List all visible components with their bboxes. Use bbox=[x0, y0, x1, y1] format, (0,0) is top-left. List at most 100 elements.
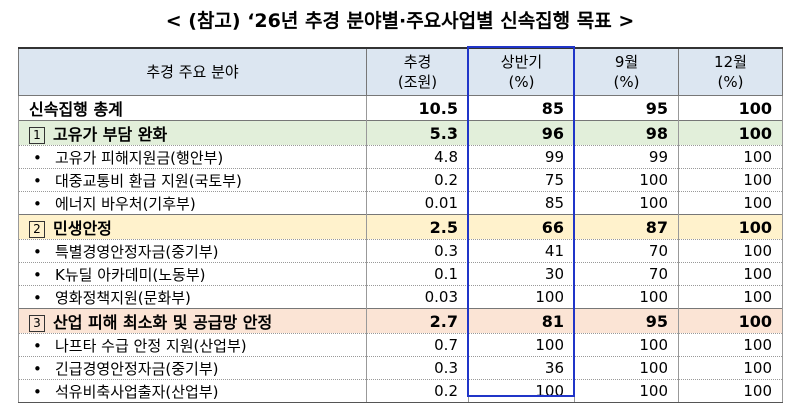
value-cell: 100 bbox=[574, 285, 679, 309]
row-label: 고유가 부담 완화 bbox=[53, 125, 168, 144]
header-text: 9월 bbox=[614, 53, 639, 71]
header-text: 추경 주요 분야 bbox=[146, 63, 239, 81]
row-label: 고유가 피해지원금(행안부) bbox=[55, 148, 224, 167]
section-row: 2 민생안정 2.5 66 87 100 bbox=[18, 214, 783, 240]
value-cell: 100 bbox=[574, 168, 679, 192]
row-label-cell: • 긴급경영안정자금(중기부) bbox=[18, 356, 367, 380]
row-label-cell: 신속집행 총계 bbox=[18, 95, 367, 121]
bullet: • bbox=[33, 194, 42, 213]
value-cell: 30 bbox=[468, 262, 575, 286]
header-text: 추경 bbox=[403, 53, 432, 71]
value-cell: 100 bbox=[468, 285, 575, 309]
row-label: 에너지 바우처(기후부) bbox=[55, 194, 196, 213]
value-cell: 100 bbox=[678, 356, 783, 380]
section-marker: 3 bbox=[29, 315, 45, 332]
bullet: • bbox=[33, 359, 42, 378]
value-cell: 100 bbox=[678, 262, 783, 286]
value-cell: 2.5 bbox=[366, 214, 469, 240]
item-row: • 석유비축사업출자(산업부) 0.2 100 100 100 bbox=[18, 379, 783, 403]
section-row: 1 고유가 부담 완화 5.3 96 98 100 bbox=[18, 120, 783, 146]
value-cell: 0.01 bbox=[366, 191, 469, 215]
value-cell: 75 bbox=[468, 168, 575, 192]
value-cell: 41 bbox=[468, 239, 575, 263]
bullet: • bbox=[33, 148, 42, 167]
value-cell: 10.5 bbox=[366, 95, 469, 121]
header-cell: 9월 (%) bbox=[574, 47, 679, 96]
value-cell: 100 bbox=[678, 379, 783, 403]
value-cell: 100 bbox=[468, 333, 575, 357]
value-cell: 100 bbox=[574, 356, 679, 380]
bullet: • bbox=[33, 242, 42, 261]
section-marker: 2 bbox=[29, 221, 45, 238]
item-row: • 대중교통비 환급 지원(국토부) 0.2 75 100 100 bbox=[18, 168, 783, 192]
value-cell: 99 bbox=[574, 145, 679, 169]
value-cell: 85 bbox=[468, 191, 575, 215]
row-label: 특별경영안정자금(중기부) bbox=[55, 242, 219, 261]
bullet: • bbox=[33, 171, 42, 190]
row-label-cell: 3 산업 피해 최소화 및 공급망 안정 bbox=[18, 308, 367, 334]
row-label: K뉴딜 아카데미(노동부) bbox=[55, 265, 206, 284]
row-label-cell: • 에너지 바우처(기후부) bbox=[18, 191, 367, 215]
header-cell: 추경 주요 분야 bbox=[18, 47, 367, 96]
section-marker: 1 bbox=[29, 127, 45, 144]
value-cell: 100 bbox=[678, 95, 783, 121]
value-cell: 70 bbox=[574, 262, 679, 286]
value-cell: 95 bbox=[574, 95, 679, 121]
row-label-cell: • K뉴딜 아카데미(노동부) bbox=[18, 262, 367, 286]
value-cell: 70 bbox=[574, 239, 679, 263]
row-label-cell: • 나프타 수급 안정 지원(산업부) bbox=[18, 333, 367, 357]
row-label-cell: • 특별경영안정자금(중기부) bbox=[18, 239, 367, 263]
section-row: 3 산업 피해 최소화 및 공급망 안정 2.7 81 95 100 bbox=[18, 308, 783, 334]
header-cell: 추경 (조원) bbox=[366, 47, 469, 96]
value-cell: 81 bbox=[468, 308, 575, 334]
value-cell: 100 bbox=[678, 308, 783, 334]
item-row: • 고유가 피해지원금(행안부) 4.8 99 99 100 bbox=[18, 145, 783, 169]
item-row: • 긴급경영안정자금(중기부) 0.3 36 100 100 bbox=[18, 356, 783, 380]
value-cell: 100 bbox=[678, 191, 783, 215]
table-body: 신속집행 총계 10.5 85 95 100 1 고유가 부담 완화 5.3 96 98 100 • 고… bbox=[18, 95, 783, 403]
header-cell: 12월 (%) bbox=[678, 47, 783, 96]
bullet: • bbox=[33, 265, 42, 284]
title: < (참고) ‘26년 추경 분야별·주요사업별 신속집행 목표 > bbox=[165, 10, 635, 32]
table: 추경 주요 분야 추경 (조원) 상반기 (%) 9월 (%) 12월 (%) 신속집행 총계 1… bbox=[18, 47, 783, 403]
value-cell: 95 bbox=[574, 308, 679, 334]
value-cell: 100 bbox=[574, 191, 679, 215]
row-label: 긴급경영안정자금(중기부) bbox=[55, 359, 219, 378]
header-cell: 상반기 (%) bbox=[468, 47, 575, 96]
value-cell: 96 bbox=[468, 120, 575, 146]
row-label-cell: 1 고유가 부담 완화 bbox=[18, 120, 367, 146]
value-cell: 98 bbox=[574, 120, 679, 146]
value-cell: 85 bbox=[468, 95, 575, 121]
value-cell: 100 bbox=[678, 285, 783, 309]
item-row: • 나프타 수급 안정 지원(산업부) 0.7 100 100 100 bbox=[18, 333, 783, 357]
row-label-cell: • 고유가 피해지원금(행안부) bbox=[18, 145, 367, 169]
row-label: 산업 피해 최소화 및 공급망 안정 bbox=[53, 313, 273, 332]
item-row: • K뉴딜 아카데미(노동부) 0.1 30 70 100 bbox=[18, 262, 783, 286]
row-label: 나프타 수급 안정 지원(산업부) bbox=[55, 336, 247, 355]
header-text: (%) bbox=[717, 73, 744, 91]
item-row: • 에너지 바우처(기후부) 0.01 85 100 100 bbox=[18, 191, 783, 215]
value-cell: 99 bbox=[468, 145, 575, 169]
value-cell: 100 bbox=[468, 379, 575, 403]
value-cell: 100 bbox=[678, 333, 783, 357]
value-cell: 100 bbox=[678, 145, 783, 169]
bullet: • bbox=[33, 288, 42, 307]
row-label: 민생안정 bbox=[53, 219, 112, 238]
value-cell: 87 bbox=[574, 214, 679, 240]
item-row: • 영화정책지원(문화부) 0.03 100 100 100 bbox=[18, 285, 783, 309]
header-text: 12월 bbox=[714, 53, 747, 71]
bullet: • bbox=[33, 382, 42, 401]
value-cell: 0.2 bbox=[366, 168, 469, 192]
value-cell: 36 bbox=[468, 356, 575, 380]
value-cell: 0.2 bbox=[366, 379, 469, 403]
value-cell: 0.1 bbox=[366, 262, 469, 286]
row-label: 대중교통비 환급 지원(국토부) bbox=[55, 171, 242, 190]
row-label-cell: 2 민생안정 bbox=[18, 214, 367, 240]
value-cell: 0.7 bbox=[366, 333, 469, 357]
value-cell: 0.3 bbox=[366, 356, 469, 380]
row-label-cell: • 영화정책지원(문화부) bbox=[18, 285, 367, 309]
value-cell: 100 bbox=[678, 239, 783, 263]
value-cell: 2.7 bbox=[366, 308, 469, 334]
header-text: (%) bbox=[508, 73, 535, 91]
